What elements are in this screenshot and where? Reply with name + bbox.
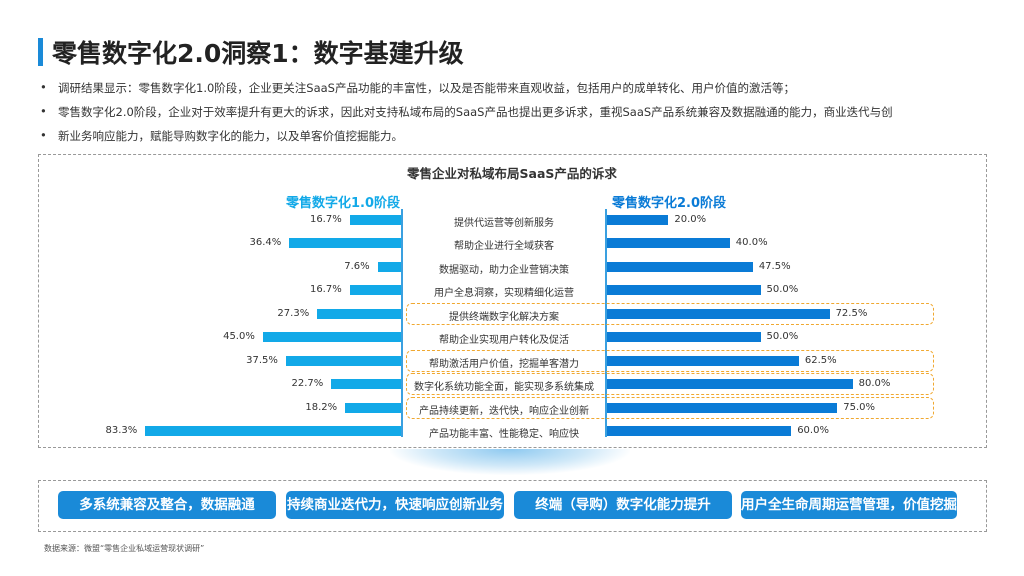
bar-series-1 [262,332,401,343]
bar-series-2 [607,332,761,343]
category-label: 提供代运营等创新服务 [454,218,554,229]
category-label: 产品持续更新，迭代快，响应企业创新 [419,405,589,417]
bar-series-2 [607,355,799,366]
value-label-series-1: 16.7% [309,214,342,225]
data-source: 数据来源：微盟“零售企业私域运营现状调研” [44,544,205,553]
value-label-series-1: 18.2% [305,401,338,413]
highlight-box [406,349,934,372]
category-label: 帮助企业进行全域获客 [454,241,554,253]
bar-series-2 [607,379,853,390]
bar-series-2 [607,402,838,413]
value-label-series-1: 36.4% [249,237,282,249]
category-label: 帮助激活用户价值，挖掘单客潜力 [429,358,579,370]
page-title: 零售数字化2.0洞察1：数字基建升级 [52,39,464,68]
value-label-series-1: 27.3% [277,307,310,319]
value-label-series-2: 80.0% [858,378,891,390]
right-axis [605,209,607,437]
series-title-2: 零售数字化2.0阶段 [612,196,727,211]
left-axis [401,209,403,437]
value-label-series-1: 22.7% [291,378,324,390]
value-label-series-2: 20.0% [674,214,707,225]
value-label-series-1: 45.0% [223,331,255,343]
bar-series-2 [607,261,753,272]
value-label-series-1: 7.6% [344,260,370,272]
bar-series-1 [289,238,401,249]
category-label: 提供终端数字化解决方案 [449,311,559,323]
series-title-1: 零售数字化1.0阶段 [286,196,401,211]
value-label-series-2: 75.0% [843,401,876,413]
title-accent-bar [38,38,43,66]
value-label-series-2: 47.5% [758,260,791,272]
bullet-2: 零售数字化2.0阶段，企业对于效率提升有更大的诉求，因此对支持私域布局的SaaS… [40,104,893,120]
bar-series-1 [317,308,401,319]
value-label-series-1: 83.3% [105,425,138,437]
arrow-glow [390,449,630,475]
category-label: 数据驱动，助力企业营销决策 [439,264,569,276]
value-label-series-2: 50.0% [766,331,799,343]
bar-series-2 [607,215,669,225]
conclusion-container [38,480,987,532]
value-label-series-2: 40.0% [735,237,768,249]
highlight-box [406,396,934,419]
bar-series-1 [145,426,401,437]
bullet-1: 调研结果显示：零售数字化1.0阶段，企业更关注SaaS产品功能的丰富性，以及是否… [40,80,795,96]
bar-series-1 [349,285,401,296]
value-label-series-1: 37.5% [246,354,278,366]
conclusion-1: 多系统兼容及整合，数据融通 [58,491,276,519]
bar-series-1 [377,261,401,272]
highlight-box [406,302,934,325]
bar-series-2 [607,308,830,319]
conclusion-3: 终端（导购）数字化能力提升 [514,491,732,519]
bar-series-2 [607,238,730,249]
value-label-series-2: 72.5% [835,307,868,319]
chart-container [38,154,987,448]
bar-series-1 [345,402,401,413]
highlight-box [406,373,934,396]
chart-title: 零售企业对私域布局SaaS产品的诉求 [407,166,617,181]
value-label-series-2: 62.5% [804,354,837,366]
conclusion-4: 用户全生命周期运营管理，价值挖掘 [741,491,957,519]
value-label-series-2: 50.0% [766,284,799,296]
value-label-series-1: 16.7% [309,284,342,296]
bullet-2-cont: 新业务响应能力，赋能导购数字化的能力，以及单客价值挖掘能力。 [40,128,403,144]
bar-series-1 [349,215,401,225]
category-label: 帮助企业实现用户转化及促活 [439,335,569,347]
category-label: 用户全息洞察，实现精细化运营 [434,288,574,300]
value-label-series-2: 60.0% [797,425,829,437]
bar-series-2 [607,426,792,437]
bar-series-1 [285,355,401,366]
bar-series-2 [607,285,761,296]
conclusion-2: 持续商业迭代力，快速响应创新业务 [286,491,504,519]
category-label: 产品功能丰富、性能稳定、响应快 [429,429,579,441]
bar-series-1 [331,379,401,390]
category-label: 数字化系统功能全面，能实现多系统集成 [414,382,594,394]
